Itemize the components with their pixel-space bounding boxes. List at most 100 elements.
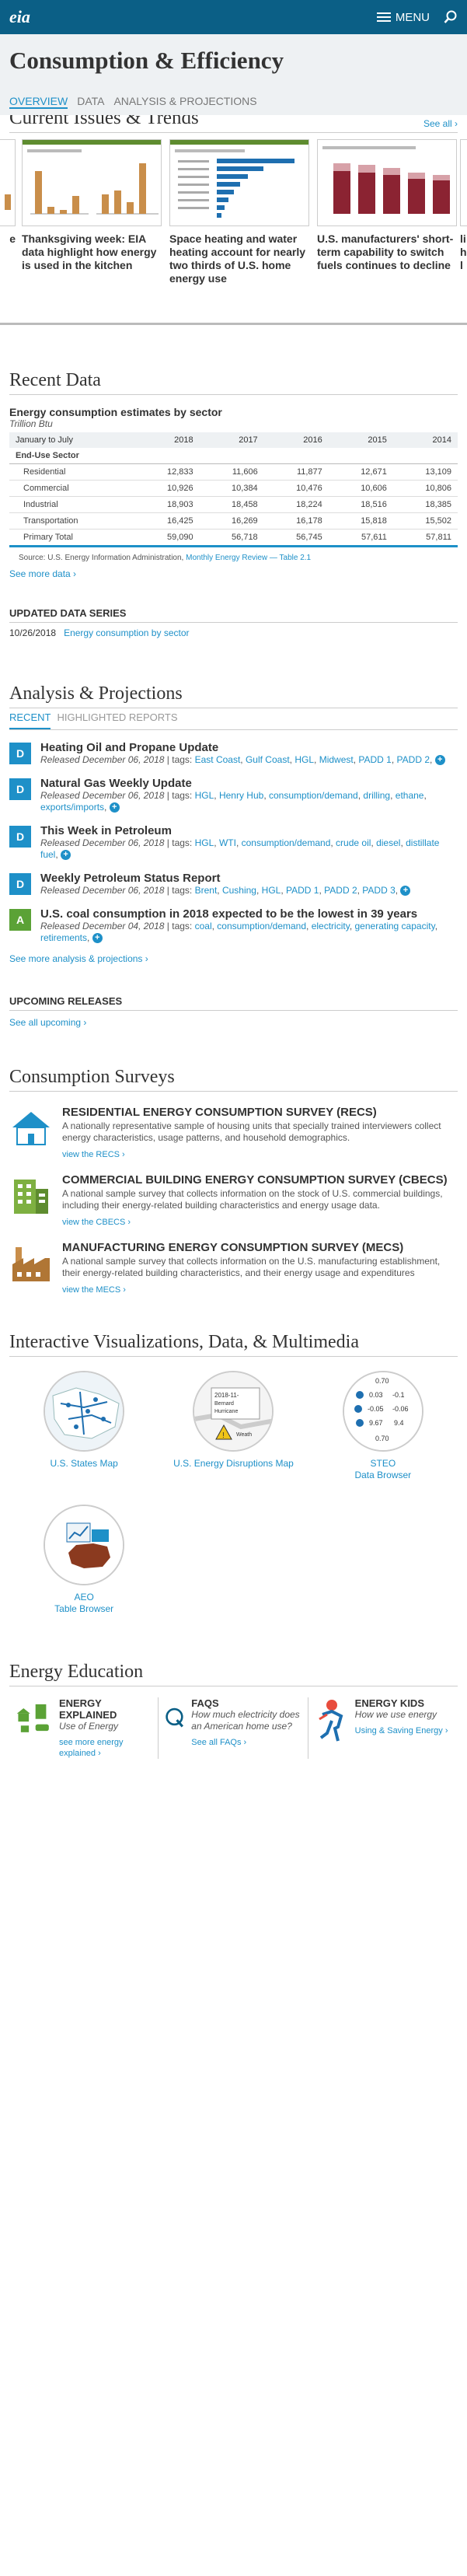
see-more-analysis-link[interactable]: See more analysis & projections › bbox=[9, 953, 148, 964]
tag-link[interactable]: HGL bbox=[194, 837, 214, 848]
tag-link[interactable]: diesel bbox=[376, 837, 401, 848]
source-link[interactable]: Monthly Energy Review — Table 2.1 bbox=[186, 554, 312, 562]
cell: 15,818 bbox=[328, 512, 393, 530]
tab-highlighted-reports[interactable]: HIGHLIGHTED REPORTS bbox=[57, 711, 178, 723]
tag-link[interactable]: Henry Hub bbox=[218, 790, 264, 801]
menu-button[interactable]: MENU bbox=[376, 11, 430, 24]
surveys-title: Consumption Surveys bbox=[9, 1067, 175, 1087]
tag-link[interactable]: HGL bbox=[261, 885, 281, 896]
trend-card-thumbnail bbox=[460, 139, 467, 226]
tags-label: | tags: bbox=[166, 885, 193, 896]
analysis-item-title[interactable]: Weekly Petroleum Status Report bbox=[40, 872, 221, 885]
tag-link[interactable]: retirements bbox=[40, 932, 88, 943]
tag-link[interactable]: HGL bbox=[294, 754, 315, 765]
subnav-data[interactable]: DATA bbox=[77, 95, 105, 107]
release-date: Released December 06, 2018 bbox=[40, 885, 165, 896]
tag-link[interactable]: distillate fuel bbox=[40, 837, 440, 860]
subnav-analysis-projections[interactable]: ANALYSIS & PROJECTIONS bbox=[113, 95, 257, 107]
trend-card-partial-left[interactable]: e bbox=[0, 139, 16, 246]
survey-title[interactable]: COMMERCIAL BUILDING ENERGY CONSUMPTION S… bbox=[62, 1173, 448, 1187]
view-cbecs-link[interactable]: view the CBECS › bbox=[62, 1218, 131, 1227]
survey-title[interactable]: RESIDENTIAL ENERGY CONSUMPTION SURVEY (R… bbox=[62, 1106, 377, 1119]
tag-link[interactable]: Midwest bbox=[319, 754, 354, 765]
more-tags-icon[interactable]: + bbox=[92, 933, 103, 944]
tag-link[interactable]: PADD 2 bbox=[324, 885, 357, 896]
view-mecs-link[interactable]: view the MECS › bbox=[62, 1285, 126, 1295]
analysis-item-title[interactable]: Heating Oil and Propane Update bbox=[40, 741, 219, 754]
viz-title: Interactive Visualizations, Data, & Mult… bbox=[9, 1332, 359, 1352]
row-label: Transportation bbox=[9, 512, 135, 530]
trend-card-2-title: Space heating and water heating account … bbox=[169, 232, 306, 285]
more-tags-icon[interactable]: + bbox=[434, 755, 445, 766]
recent-data-section: Recent Data Energy consumption estimates… bbox=[0, 370, 467, 638]
section-row: End-Use Sector bbox=[9, 448, 458, 464]
tag-link[interactable]: ethane bbox=[395, 790, 424, 801]
energy-explained-card[interactable]: ENERGY EXPLAINED Use of Energy see more … bbox=[9, 1697, 159, 1759]
trend-card-2[interactable]: Space heating and water heating account … bbox=[169, 139, 309, 285]
tag-link[interactable]: East Coast bbox=[194, 754, 241, 765]
tag-link[interactable]: electricity bbox=[311, 921, 350, 931]
tag-link[interactable]: PADD 1 bbox=[358, 754, 392, 765]
tag-link[interactable]: Gulf Coast bbox=[245, 754, 290, 765]
trend-card-partial-right[interactable]: li h l bbox=[460, 139, 467, 272]
eia-logo[interactable]: eia bbox=[9, 5, 39, 29]
analysis-item-title[interactable]: Natural Gas Weekly Update bbox=[40, 777, 192, 790]
tag-link[interactable]: Brent bbox=[194, 885, 218, 896]
trends-see-all-link[interactable]: See all › bbox=[423, 118, 458, 129]
tag-link[interactable]: exports/imports bbox=[40, 802, 105, 813]
tag-link[interactable]: PADD 1 bbox=[286, 885, 319, 896]
tag-link[interactable]: WTI bbox=[218, 837, 236, 848]
energy-explained-link[interactable]: see more energy explained › bbox=[58, 1738, 124, 1758]
using-saving-energy-link[interactable]: Using & Saving Energy › bbox=[354, 1726, 448, 1735]
trend-card-3-thumbnail bbox=[317, 139, 457, 226]
analysis-item-title[interactable]: U.S. coal consumption in 2018 expected t… bbox=[40, 907, 418, 921]
energy-kids-card[interactable]: ENERGY KIDS How we use energy Using & Sa… bbox=[308, 1697, 458, 1759]
tag-link[interactable]: consumption/demand bbox=[268, 790, 358, 801]
tag-link[interactable]: PADD 2 bbox=[396, 754, 430, 765]
search-icon[interactable] bbox=[444, 10, 458, 24]
tag-link[interactable]: generating capacity bbox=[354, 921, 435, 931]
faqs-card[interactable]: FAQS How much electricity does an Americ… bbox=[159, 1697, 308, 1759]
tab-recent[interactable]: RECENT bbox=[9, 711, 51, 729]
factory-icon bbox=[12, 1247, 50, 1281]
tag-link[interactable]: consumption/demand bbox=[241, 837, 331, 848]
more-tags-icon[interactable]: + bbox=[400, 886, 411, 897]
disruption-text: Bernard bbox=[214, 1401, 234, 1407]
viz-steo-browser[interactable]: 0.70 0.03 -0.1 -0.05 -0.06 9.67 9.4 0.70 STEO Da… bbox=[308, 1371, 458, 1481]
viz-aeo-browser[interactable]: AEO Table Browser bbox=[9, 1505, 159, 1615]
tag-link[interactable]: PADD 3 bbox=[362, 885, 396, 896]
divider bbox=[9, 622, 458, 623]
viz-states-map[interactable]: U.S. States Map bbox=[9, 1371, 159, 1481]
more-tags-icon[interactable]: + bbox=[109, 802, 120, 813]
cell: 18,516 bbox=[328, 496, 393, 513]
table-row: Commercial 10,926 10,384 10,476 10,606 1… bbox=[9, 480, 458, 497]
trend-card-1[interactable]: Thanksgiving week: EIA data highlight ho… bbox=[22, 139, 162, 272]
updated-link[interactable]: Energy consumption by sector bbox=[64, 627, 190, 638]
analysis-item: D Weekly Petroleum Status Report Released … bbox=[9, 872, 458, 897]
survey-title[interactable]: MANUFACTURING ENERGY CONSUMPTION SURVEY … bbox=[62, 1241, 404, 1254]
tag-link[interactable]: HGL bbox=[194, 790, 214, 801]
tag-link[interactable]: Cushing bbox=[221, 885, 256, 896]
trend-card-title: e bbox=[9, 232, 16, 245]
release-date: Released December 06, 2018 bbox=[40, 790, 165, 801]
analysis-item-title[interactable]: This Week in Petroleum bbox=[40, 824, 172, 837]
tag-link[interactable]: crude oil bbox=[336, 837, 371, 848]
cell: 10,476 bbox=[263, 480, 329, 497]
period-header: January to July bbox=[9, 432, 135, 448]
steo-value: 0.03 bbox=[369, 1391, 383, 1399]
see-all-upcoming-link[interactable]: See all upcoming › bbox=[9, 1017, 87, 1028]
see-more-data-link[interactable]: See more data › bbox=[9, 568, 77, 579]
view-recs-link[interactable]: view the RECS › bbox=[62, 1150, 125, 1159]
tag-link[interactable]: drilling bbox=[363, 790, 391, 801]
sub-navigation: OVERVIEW DATA ANALYSIS & PROJECTIONS bbox=[9, 95, 257, 109]
see-all-faqs-link[interactable]: See all FAQs › bbox=[191, 1738, 247, 1747]
analysis-title: Analysis & Projections bbox=[9, 683, 183, 704]
more-tags-icon[interactable]: + bbox=[61, 850, 71, 861]
cell: 18,903 bbox=[134, 496, 200, 513]
viz-disruptions-map[interactable]: 2018-11- Bernard Hurricane! Weath U.S. Ener… bbox=[159, 1371, 308, 1481]
tag-link[interactable]: consumption/demand bbox=[217, 921, 307, 931]
tag-link[interactable]: coal bbox=[194, 921, 212, 931]
viz-label: U.S. States Map bbox=[50, 1458, 118, 1469]
subnav-overview[interactable]: OVERVIEW bbox=[9, 95, 68, 109]
trend-card-3[interactable]: U.S. manufacturers' short-term capabilit… bbox=[317, 139, 457, 272]
